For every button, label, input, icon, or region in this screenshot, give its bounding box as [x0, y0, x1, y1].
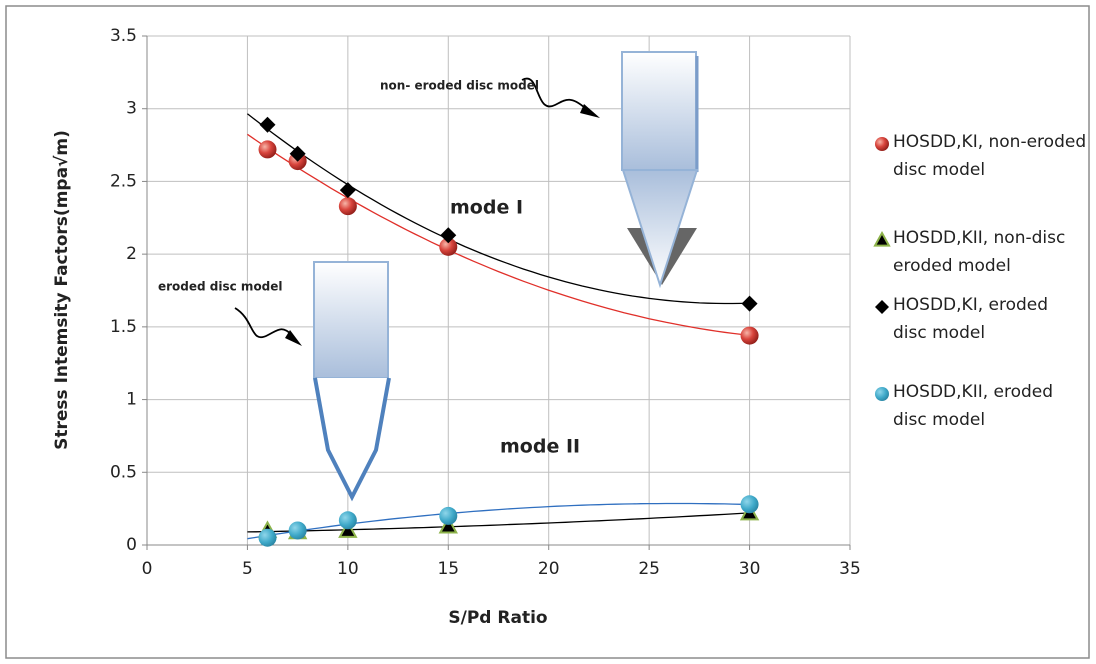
data-point — [259, 116, 276, 133]
legend-marker — [875, 300, 889, 314]
legend-item: HOSDD,KI, non-eroded disc model — [872, 128, 1087, 184]
y-tick-label: 1 — [126, 390, 137, 410]
x-tick-label: 0 — [142, 559, 153, 579]
x-tick-label: 5 — [242, 559, 253, 579]
non-eroded-disc-diagram — [521, 51, 699, 289]
data-point — [875, 387, 889, 401]
y-tick-label: 0 — [126, 535, 137, 555]
trendline — [247, 502, 750, 540]
chart-frame — [5, 5, 1090, 659]
y-tick-label: 3 — [126, 99, 137, 119]
data-point — [741, 295, 758, 312]
data-point — [440, 227, 457, 244]
legend-item: HOSDD,KII, non-disc eroded model — [872, 224, 1087, 280]
data-point — [338, 197, 357, 216]
legend-marker — [873, 230, 891, 247]
data-point — [288, 521, 307, 540]
data-point — [439, 237, 458, 256]
legend-item: HOSDD,KII, eroded disc model — [872, 378, 1087, 434]
x-tick-label: 35 — [839, 559, 861, 579]
legend-label: HOSDD,KII, non-disc eroded model — [893, 228, 1066, 276]
annotation: mode II — [500, 436, 580, 458]
y-tick-label: 3.5 — [110, 26, 137, 46]
trendline — [246, 113, 750, 305]
data-point — [289, 145, 306, 162]
legend-item: HOSDD,KI, eroded disc model — [872, 291, 1087, 347]
data-point — [439, 506, 458, 525]
x-tick-label: 10 — [337, 559, 359, 579]
data-point — [875, 300, 889, 314]
eroded-disc-diagram — [234, 261, 391, 502]
y-tick-label: 2 — [126, 244, 137, 264]
annotation: eroded disc model — [158, 280, 283, 294]
trendline — [247, 512, 750, 533]
data-point — [875, 137, 889, 151]
y-tick-label: 0.5 — [110, 462, 137, 482]
annotation: non- eroded disc model — [380, 79, 539, 93]
data-point — [258, 528, 277, 547]
legend-label: HOSDD,KII, eroded disc model — [893, 382, 1054, 430]
annotation: mode I — [450, 197, 523, 219]
legend-marker — [875, 137, 889, 151]
data-point — [258, 140, 277, 159]
legend-marker — [875, 387, 889, 401]
legend-label: HOSDD,KI, eroded disc model — [893, 295, 1049, 343]
y-tick-label: 1.5 — [110, 317, 137, 337]
y-tick-label: 2.5 — [110, 171, 137, 191]
data-point — [338, 520, 358, 538]
x-tick-label: 25 — [638, 559, 660, 579]
x-axis-title: S/Pd Ratio — [448, 608, 547, 628]
x-tick-label: 20 — [538, 559, 560, 579]
data-point — [338, 511, 357, 530]
data-point — [438, 516, 458, 534]
y-axis-title: Stress Intemsity Factors(mpa√m) — [52, 130, 72, 450]
x-tick-label: 30 — [739, 559, 761, 579]
data-point — [339, 182, 356, 199]
data-point — [873, 230, 891, 247]
trendline — [247, 133, 750, 336]
data-point — [740, 326, 759, 345]
data-point — [740, 495, 759, 514]
x-tick-label: 15 — [437, 559, 459, 579]
legend-label: HOSDD,KI, non-eroded disc model — [893, 132, 1087, 180]
